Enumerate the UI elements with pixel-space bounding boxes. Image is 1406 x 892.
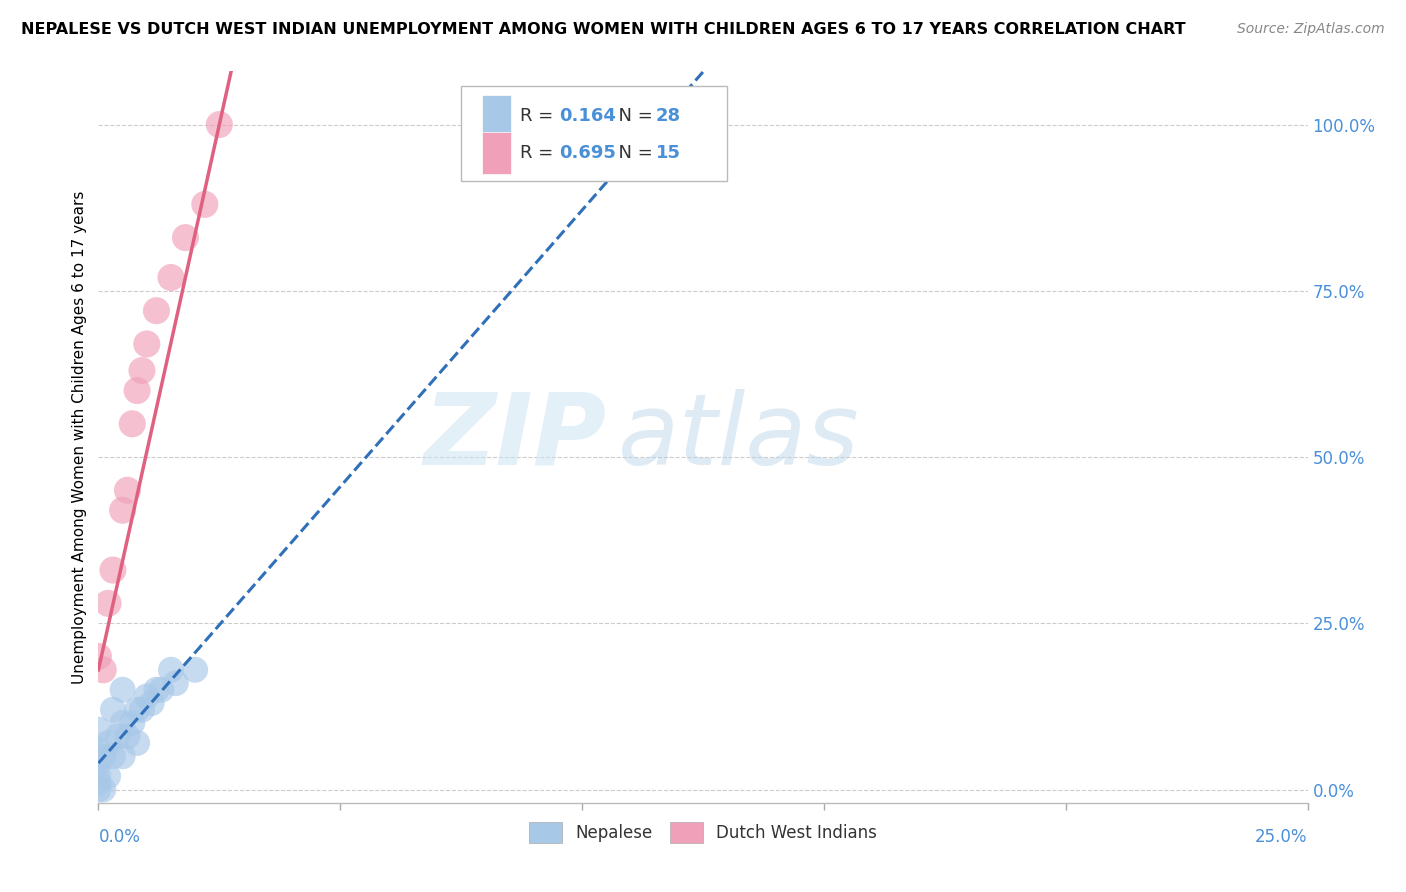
Legend: Nepalese, Dutch West Indians: Nepalese, Dutch West Indians (522, 815, 884, 849)
Text: Source: ZipAtlas.com: Source: ZipAtlas.com (1237, 22, 1385, 37)
Point (111, 682, 134, 697)
Point (127, 736, 149, 750)
Point (101, 563, 124, 577)
Point (160, 663, 183, 677)
Text: 15: 15 (655, 144, 681, 161)
Point (101, 703, 124, 717)
Point (135, 690, 157, 704)
Point (91, 663, 114, 677)
Y-axis label: Unemployment Among Women with Children Ages 6 to 17 years: Unemployment Among Women with Children A… (72, 190, 87, 684)
Point (135, 337, 157, 351)
Point (127, 703, 149, 717)
Point (141, 696, 163, 710)
Point (111, 749, 134, 764)
Point (208, 118, 231, 132)
Point (107, 729, 129, 743)
Point (131, 363, 153, 377)
Point (97, 769, 120, 783)
Point (87, 776, 110, 790)
Point (194, 197, 217, 211)
Text: NEPALESE VS DUTCH WEST INDIAN UNEMPLOYMENT AMONG WOMEN WITH CHILDREN AGES 6 TO 1: NEPALESE VS DUTCH WEST INDIAN UNEMPLOYME… (21, 22, 1185, 37)
Point (87, 723, 110, 737)
Text: 0.164: 0.164 (560, 107, 616, 125)
Point (101, 749, 124, 764)
Text: ZIP: ZIP (423, 389, 606, 485)
Point (87, 649, 110, 664)
Point (117, 483, 139, 498)
Point (117, 729, 139, 743)
Point (127, 384, 149, 398)
Point (131, 703, 153, 717)
Point (121, 716, 143, 731)
Point (145, 682, 167, 697)
Point (111, 716, 134, 731)
Point (184, 663, 207, 677)
FancyBboxPatch shape (461, 86, 727, 181)
Point (160, 270, 183, 285)
FancyBboxPatch shape (482, 132, 510, 174)
Point (97, 596, 120, 610)
Point (91, 749, 114, 764)
Point (111, 503, 134, 517)
Point (87, 756, 110, 770)
Text: N =: N = (607, 107, 659, 125)
Text: 25.0%: 25.0% (1256, 829, 1308, 847)
Point (97, 736, 120, 750)
Point (145, 303, 167, 318)
Text: atlas: atlas (619, 389, 860, 485)
Text: 0.0%: 0.0% (98, 829, 141, 847)
Point (87, 742, 110, 756)
Text: N =: N = (607, 144, 659, 161)
Text: R =: R = (520, 107, 560, 125)
Point (165, 676, 187, 690)
Point (174, 230, 197, 244)
Point (87, 782, 110, 797)
Text: R =: R = (520, 144, 560, 161)
FancyBboxPatch shape (482, 95, 510, 136)
Point (87, 769, 110, 783)
Point (121, 417, 143, 431)
Text: 28: 28 (655, 107, 681, 125)
Text: 0.695: 0.695 (560, 144, 616, 161)
Point (91, 782, 114, 797)
Point (150, 682, 173, 697)
